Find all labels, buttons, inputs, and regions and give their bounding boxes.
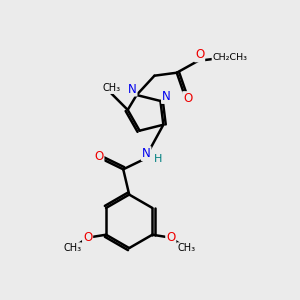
Text: N: N bbox=[142, 147, 151, 160]
Text: O: O bbox=[94, 150, 104, 163]
Text: CH₃: CH₃ bbox=[102, 83, 120, 93]
Text: CH₃: CH₃ bbox=[63, 243, 81, 253]
Text: O: O bbox=[195, 48, 204, 62]
Text: H: H bbox=[154, 154, 162, 164]
Text: O: O bbox=[166, 231, 176, 244]
Text: O: O bbox=[83, 231, 92, 244]
Text: O: O bbox=[183, 92, 192, 105]
Text: N: N bbox=[128, 82, 136, 96]
Text: CH₂CH₃: CH₂CH₃ bbox=[212, 53, 247, 62]
Text: N: N bbox=[162, 90, 171, 103]
Text: CH₃: CH₃ bbox=[177, 243, 195, 253]
